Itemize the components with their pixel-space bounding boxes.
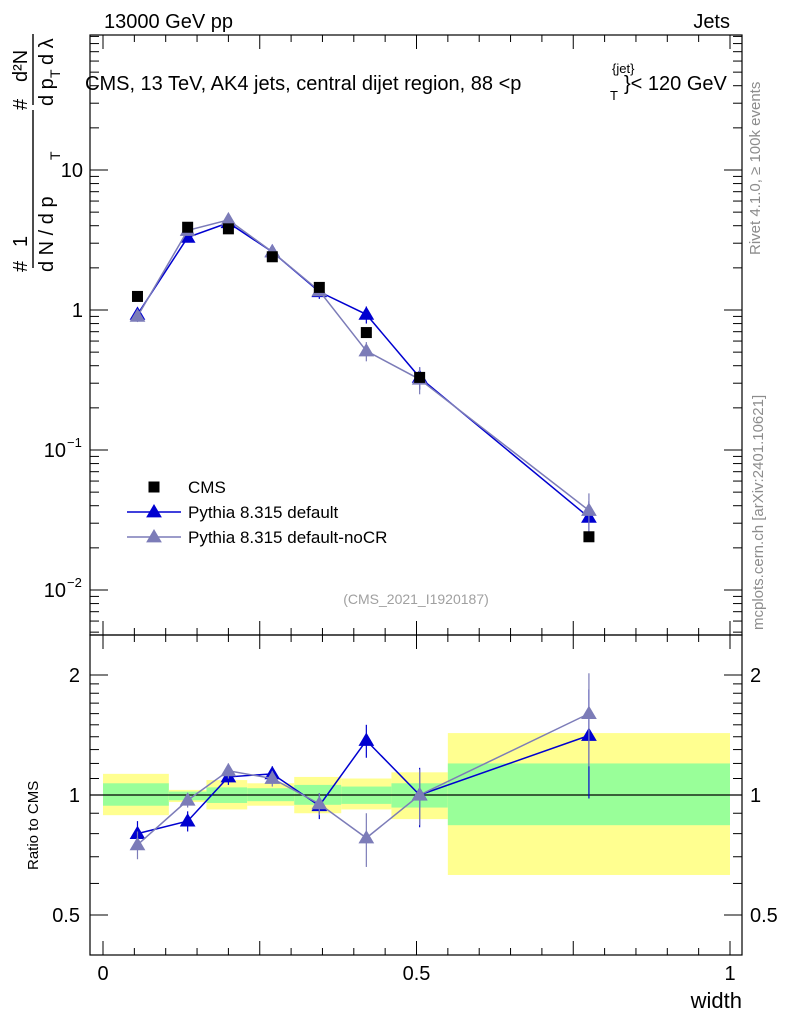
- ylabel-den: d N / d p: [36, 196, 58, 272]
- legend-marker: [146, 529, 162, 543]
- ylabel-num: d²N: [10, 50, 32, 82]
- ratio-point: [129, 836, 146, 851]
- rivet-label: Rivet 4.1.0, ≥ 100k events: [747, 82, 764, 255]
- cms-point: [414, 371, 426, 383]
- cms-point: [313, 281, 325, 293]
- legend-marker: [146, 504, 162, 518]
- series-line: [136, 219, 590, 512]
- y-tick-label-exp: −1: [67, 435, 82, 450]
- header-right: Jets: [693, 11, 730, 33]
- ratio-y-tick-label: 0.5: [52, 905, 80, 927]
- ratio-point: [179, 792, 196, 806]
- data-point: [220, 211, 237, 226]
- header-left: 13000 GeV pp: [104, 11, 233, 33]
- chart-title: CMS, 13 TeV, AK4 jets, central dijet reg…: [85, 73, 521, 95]
- chart-title-sub: T: [610, 88, 618, 103]
- ratio-point: [220, 762, 237, 777]
- cms-point: [131, 290, 143, 302]
- ratio-point: [264, 770, 281, 784]
- y-tick-label: 1: [72, 300, 83, 322]
- x-tick-label: 0.5: [403, 963, 431, 985]
- chart-title-sup: {jet}: [612, 61, 635, 76]
- legend-label: Pythia 8.315 default-noCR: [188, 528, 387, 547]
- y-tick-label-exp: −2: [67, 575, 82, 590]
- ratio-y-tick-label: 2: [69, 665, 80, 687]
- ratio-y-tick-label-right: 2: [750, 665, 761, 687]
- ratio-point: [581, 705, 597, 720]
- data-point: [581, 502, 597, 516]
- x-axis-label: width: [690, 988, 742, 1013]
- x-tick-label: 0: [97, 963, 108, 985]
- ylabel-one: 1: [10, 236, 32, 247]
- y-tick-label: 10: [44, 580, 66, 602]
- legend-label: CMS: [188, 478, 226, 497]
- x-tick-label: 1: [724, 963, 735, 985]
- legend-label: Pythia 8.315 default: [188, 503, 339, 522]
- ratio-point: [311, 795, 328, 810]
- ratio-series-line: [136, 712, 590, 846]
- legend-marker: [148, 481, 160, 493]
- ylabel-den2: d p: [36, 78, 58, 106]
- ylabel-hash-2: #: [10, 98, 32, 110]
- ratio-y-tick-label-right: 1: [750, 785, 761, 807]
- mcplots-label: mcplots.cern.ch [arXiv:2401.10621]: [750, 395, 767, 630]
- ylabel-den2-sub: T: [47, 69, 63, 78]
- ratio-y-tick-label-right: 0.5: [750, 905, 778, 927]
- ratio-point: [179, 813, 196, 827]
- ratio-ylabel: Ratio to CMS: [25, 781, 42, 870]
- y-tick-label: 10: [44, 440, 66, 462]
- ylabel-den-sub: T: [47, 151, 63, 160]
- chart-title-tail: }< 120 GeV: [624, 73, 728, 95]
- cms-point: [182, 221, 194, 233]
- cms-point: [222, 223, 234, 235]
- analysis-id: (CMS_2021_I1920187): [343, 591, 489, 607]
- ratio-series-line: [137, 734, 590, 835]
- ratio-point: [358, 830, 375, 844]
- ylabel-den2-tail: d λ: [36, 38, 58, 65]
- data-point: [129, 308, 146, 322]
- ratio-y-tick-label: 1: [69, 785, 80, 807]
- cms-point: [266, 251, 278, 263]
- ratio-point: [358, 732, 375, 746]
- cms-point: [360, 327, 372, 339]
- main-ylabel: # 1 d N / d p T # d²N d p T d λ: [10, 34, 63, 272]
- ylabel-hash-1: #: [10, 260, 32, 272]
- data-point: [358, 306, 375, 320]
- ratio-point: [411, 787, 428, 801]
- data-point: [358, 342, 375, 357]
- cms-point: [583, 531, 595, 543]
- ratio-panel: 0 0.5 1 width 2 2 1 1 0.5 0.5: [52, 634, 778, 1013]
- y-tick-label: 10: [61, 160, 83, 182]
- series-line: [136, 221, 590, 518]
